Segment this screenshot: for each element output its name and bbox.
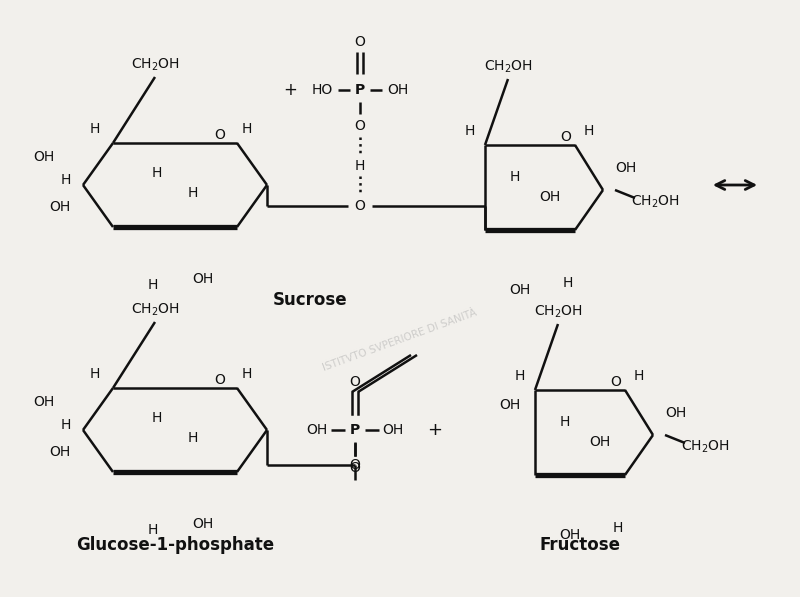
Text: H: H [242,122,252,136]
Text: O: O [350,375,361,389]
Text: CH$_2$OH: CH$_2$OH [483,59,533,75]
Text: CH$_2$OH: CH$_2$OH [681,439,730,455]
Text: O: O [214,373,226,387]
Text: O: O [354,35,366,49]
Text: H: H [355,159,365,173]
Text: H: H [152,166,162,180]
Text: H: H [560,415,570,429]
Text: HO: HO [311,83,333,97]
Text: OH: OH [559,528,581,542]
Text: Fructose: Fructose [539,536,621,554]
Text: H: H [188,186,198,200]
Text: CH$_2$OH: CH$_2$OH [130,302,179,318]
Text: P: P [350,423,360,437]
Text: +: + [427,421,442,439]
Text: H: H [563,276,573,290]
Text: OH: OH [192,272,214,286]
Text: H: H [584,124,594,138]
Text: OH: OH [498,398,520,412]
Text: H: H [242,367,252,381]
Text: +: + [283,81,297,99]
Text: OH: OH [665,406,686,420]
Text: CH$_2$OH: CH$_2$OH [534,304,582,320]
Text: O: O [350,461,361,475]
Text: H: H [148,278,158,292]
Text: OH: OH [50,445,71,459]
Text: OH: OH [590,435,610,449]
Text: OH: OH [50,200,71,214]
Text: H: H [634,369,644,383]
Text: H: H [61,418,71,432]
Text: O: O [350,458,361,472]
Text: H: H [515,369,525,383]
Text: OH: OH [34,150,55,164]
Text: H: H [465,124,475,138]
Text: OH: OH [387,83,409,97]
Text: P: P [355,83,365,97]
Text: OH: OH [615,161,636,175]
Text: OH: OH [34,395,55,409]
Text: O: O [354,119,366,133]
Text: OH: OH [539,190,561,204]
Text: H: H [61,173,71,187]
Text: H: H [510,170,520,184]
Text: OH: OH [192,517,214,531]
Text: O: O [610,375,622,389]
Text: O: O [214,128,226,142]
Text: OH: OH [382,423,404,437]
Text: OH: OH [510,283,530,297]
Text: Sucrose: Sucrose [273,291,347,309]
Text: H: H [90,122,100,136]
Text: O: O [354,199,366,213]
Text: O: O [561,130,571,144]
Text: H: H [188,431,198,445]
Text: H: H [152,411,162,425]
Text: CH$_2$OH: CH$_2$OH [630,194,679,210]
Text: H: H [613,521,623,535]
Text: OH: OH [306,423,328,437]
Text: Glucose-1-phosphate: Glucose-1-phosphate [76,536,274,554]
Text: ISTITVTO SVPERIORE DI SANITÀ: ISTITVTO SVPERIORE DI SANITÀ [322,307,478,373]
Text: CH$_2$OH: CH$_2$OH [130,57,179,73]
Text: H: H [148,523,158,537]
Text: H: H [90,367,100,381]
